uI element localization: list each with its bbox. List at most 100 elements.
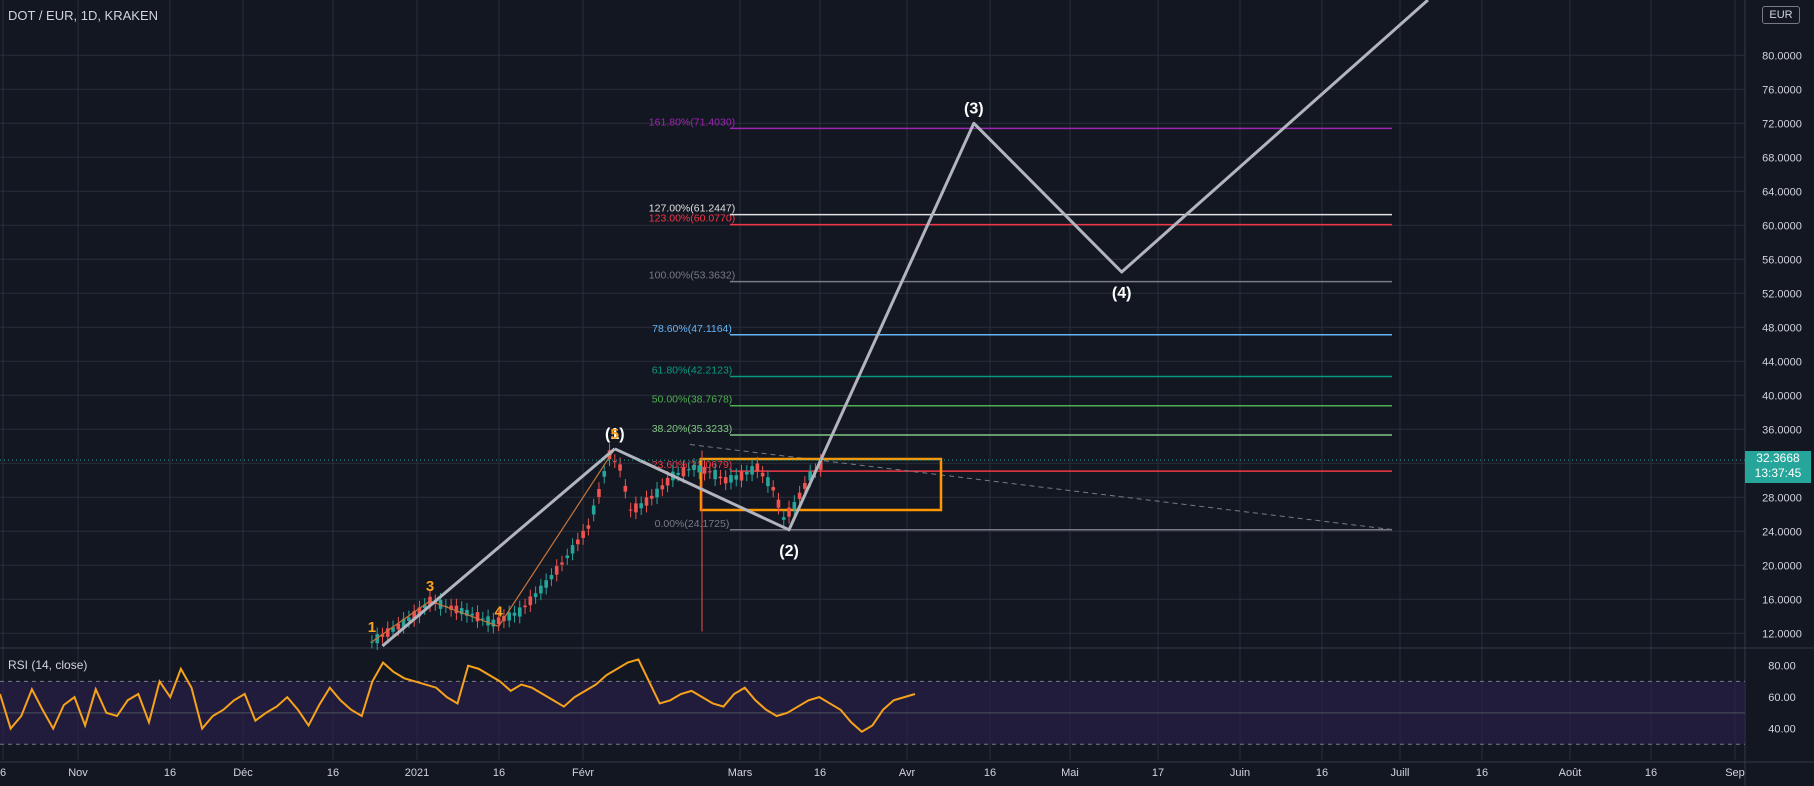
x-tick-label: 16 bbox=[327, 767, 339, 779]
candle-body bbox=[613, 461, 617, 463]
candle-body bbox=[676, 472, 680, 475]
candle-body bbox=[407, 617, 411, 622]
x-tick-label: 16 bbox=[1645, 767, 1657, 779]
candle-body bbox=[634, 503, 638, 513]
candle-body bbox=[465, 609, 469, 616]
last-price: 32.3668 bbox=[1756, 451, 1800, 465]
candle-body bbox=[808, 471, 812, 481]
candle-body bbox=[697, 465, 702, 473]
currency-button[interactable]: EUR bbox=[1762, 6, 1800, 24]
y-tick-label: 80.0000 bbox=[1762, 50, 1802, 62]
candle-body bbox=[380, 634, 385, 637]
candle-body bbox=[739, 471, 744, 481]
candle-body bbox=[417, 607, 422, 617]
candle-body bbox=[396, 623, 401, 630]
candle-body bbox=[665, 477, 670, 486]
y-tick-label: 60.0000 bbox=[1762, 220, 1802, 232]
y-tick-label: 20.0000 bbox=[1762, 560, 1802, 572]
wave-label: 5 bbox=[611, 426, 619, 443]
y-tick-label: 36.0000 bbox=[1762, 424, 1802, 436]
y-tick-label: 12.0000 bbox=[1762, 628, 1802, 640]
wave-label: 3 bbox=[426, 578, 434, 595]
candle-body bbox=[787, 507, 791, 517]
x-tick-label: 16 bbox=[493, 767, 505, 779]
candle-body bbox=[681, 467, 686, 477]
candle-body bbox=[581, 530, 585, 539]
candle-body bbox=[797, 492, 802, 499]
candle-body bbox=[459, 608, 464, 615]
fib-level-label: 127.00%(61.2447) bbox=[649, 203, 735, 215]
candle-body bbox=[591, 505, 596, 515]
candle-body bbox=[766, 477, 770, 487]
y-tick-label: 52.0000 bbox=[1762, 288, 1802, 300]
candle-body bbox=[644, 497, 649, 506]
candle-body bbox=[486, 616, 490, 626]
y-tick-label: 76.0000 bbox=[1762, 84, 1802, 96]
fib-level-label: 100.00%(53.3632) bbox=[649, 270, 735, 282]
candle-body bbox=[385, 628, 390, 637]
candle-body bbox=[692, 465, 696, 470]
x-tick-label: 17 bbox=[1152, 767, 1164, 779]
fib-level-label: 38.20%(35.3233) bbox=[652, 423, 733, 435]
candle-body bbox=[623, 485, 628, 492]
candle-body bbox=[507, 612, 511, 621]
x-tick-label: Avr bbox=[899, 767, 916, 779]
candle-body bbox=[734, 475, 739, 480]
candle-body bbox=[370, 641, 374, 643]
y-tick-label: 16.0000 bbox=[1762, 594, 1802, 606]
wave-label: (2) bbox=[779, 543, 799, 560]
candle-body bbox=[481, 618, 485, 620]
x-tick-label: 6 bbox=[0, 767, 6, 779]
x-tick-label: Mai bbox=[1061, 767, 1079, 779]
fib-level-label: 78.60%(47.1164) bbox=[652, 323, 732, 335]
fib-level-label: 123.00%(60.0770) bbox=[649, 213, 735, 225]
candle-body bbox=[723, 477, 728, 484]
fib-level-label: 161.80%(71.4030) bbox=[649, 116, 735, 128]
candle-body bbox=[702, 466, 707, 474]
candle-body bbox=[628, 509, 633, 511]
candle-body bbox=[718, 476, 723, 479]
candle-body bbox=[517, 607, 522, 617]
candle-body bbox=[776, 499, 781, 508]
rsi-tick-label: 60.00 bbox=[1768, 692, 1796, 704]
candle-body bbox=[523, 605, 527, 608]
candle-body bbox=[576, 539, 580, 545]
candle-body bbox=[454, 605, 459, 614]
y-tick-label: 28.0000 bbox=[1762, 492, 1802, 504]
x-tick-label: Juill bbox=[1391, 767, 1410, 779]
candle-body bbox=[554, 566, 559, 575]
x-tick-label: Déc bbox=[233, 767, 253, 779]
candle-body bbox=[655, 488, 659, 498]
candle-body bbox=[533, 593, 538, 598]
candle-body bbox=[803, 482, 807, 489]
rsi-title: RSI (14, close) bbox=[8, 658, 88, 672]
wave-label: 4 bbox=[494, 603, 503, 620]
candle-body bbox=[686, 469, 691, 471]
fib-level-label: 23.60%(31.0679) bbox=[652, 459, 733, 471]
x-tick-label: Mars bbox=[728, 767, 753, 779]
candle-body bbox=[491, 619, 496, 627]
candle-body bbox=[760, 472, 765, 477]
wave-1-line bbox=[381, 447, 616, 648]
chart-title: DOT / EUR, 1D, KRAKEN bbox=[8, 8, 159, 23]
y-tick-label: 40.0000 bbox=[1762, 390, 1802, 402]
candle-body bbox=[781, 517, 786, 520]
candle-body bbox=[539, 585, 543, 594]
x-tick-label: 16 bbox=[814, 767, 826, 779]
candle-body bbox=[449, 605, 453, 610]
candle-body bbox=[713, 469, 717, 480]
candle-body bbox=[729, 475, 733, 483]
candle-body bbox=[544, 580, 548, 588]
y-tick-label: 64.0000 bbox=[1762, 186, 1802, 198]
x-tick-label: Août bbox=[1559, 767, 1582, 779]
x-tick-label: 16 bbox=[984, 767, 996, 779]
candle-body bbox=[639, 503, 643, 509]
y-tick-label: 56.0000 bbox=[1762, 254, 1802, 266]
candle-body bbox=[391, 627, 395, 632]
y-tick-label: 48.0000 bbox=[1762, 322, 1802, 334]
last-price-tag: 32.3668 13:37:45 bbox=[1745, 451, 1811, 483]
wave-label: (3) bbox=[964, 100, 984, 117]
wave-label: (4) bbox=[1112, 285, 1132, 302]
candle-body bbox=[750, 466, 754, 475]
